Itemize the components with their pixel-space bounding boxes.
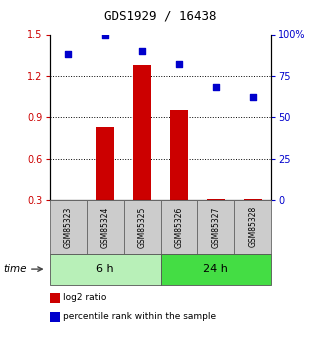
Text: GSM85323: GSM85323 [64,206,73,247]
Bar [170,110,188,200]
Point [213,85,218,90]
Text: 6 h: 6 h [96,264,114,274]
Text: 24 h: 24 h [204,264,228,274]
Text: GDS1929 / 16438: GDS1929 / 16438 [104,9,217,22]
Text: GSM85328: GSM85328 [248,206,257,247]
Text: log2 ratio: log2 ratio [63,293,107,302]
Bar [133,65,151,200]
Bar [244,199,262,200]
Point [102,32,108,37]
Point [250,95,256,100]
Text: GSM85324: GSM85324 [100,206,110,247]
Bar [96,127,114,200]
Text: time: time [3,264,27,274]
Point [66,52,71,57]
Text: GSM85327: GSM85327 [211,206,221,247]
Text: GSM85325: GSM85325 [137,206,147,247]
Point [177,61,182,67]
Point [140,48,145,54]
Text: percentile rank within the sample: percentile rank within the sample [63,312,216,321]
Bar [207,199,225,200]
Text: GSM85326: GSM85326 [174,206,184,247]
